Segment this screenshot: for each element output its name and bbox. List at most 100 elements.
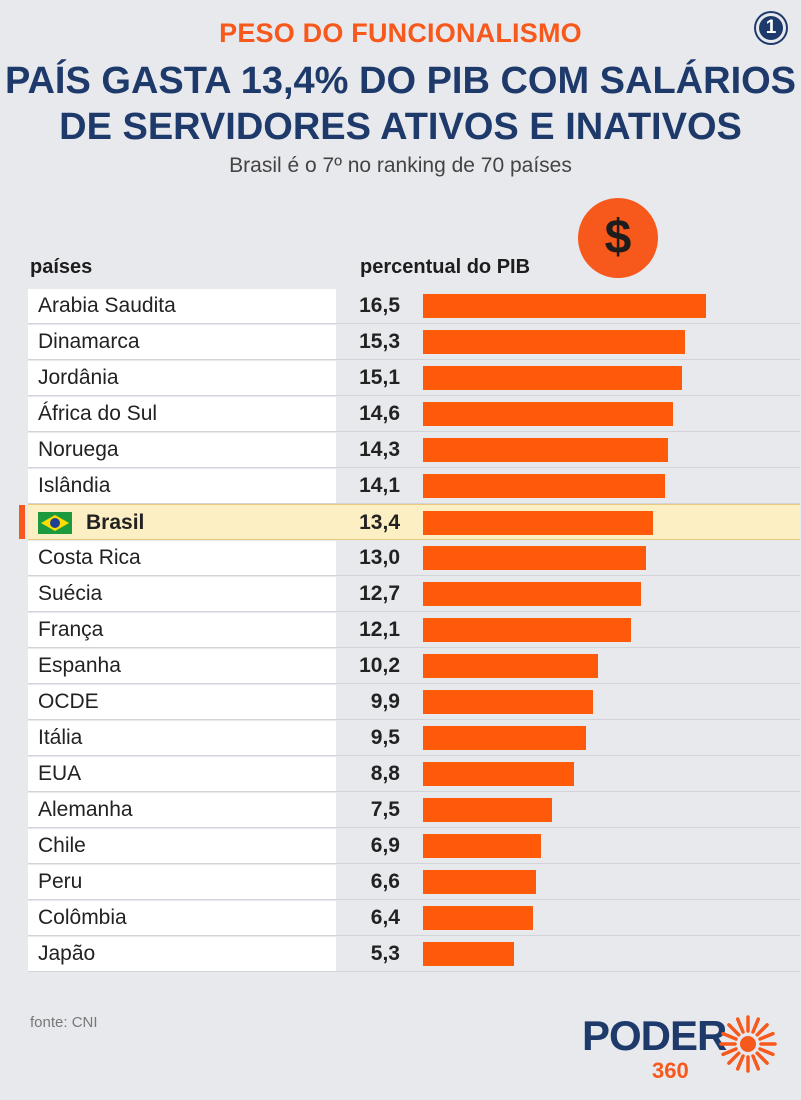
- bar: [423, 690, 593, 714]
- table-row: Chile 6,9: [28, 828, 800, 864]
- table-row: Alemanha 7,5: [28, 792, 800, 828]
- table-row: Peru 6,6: [28, 864, 800, 900]
- country-cell: [28, 721, 336, 755]
- country-label: OCDE: [38, 690, 99, 713]
- sun-ray: [735, 1054, 745, 1071]
- country-label: Itália: [38, 726, 83, 749]
- value-label: 13,4: [359, 511, 400, 534]
- row-divider: [28, 503, 800, 504]
- kicker: PESO DO FUNCIONALISMO: [219, 18, 582, 48]
- country-cell: [28, 325, 336, 359]
- row-divider: [28, 359, 800, 360]
- sun-ray: [755, 1051, 769, 1065]
- table-row: África do Sul 14,6: [28, 396, 800, 432]
- country-cell: [28, 865, 336, 899]
- country-cell: [28, 685, 336, 719]
- row-divider: [28, 755, 800, 756]
- value-label: 7,5: [370, 798, 400, 821]
- value-label: 12,1: [359, 618, 400, 641]
- sun-ray: [721, 1047, 738, 1057]
- country-cell: [28, 793, 336, 827]
- column-header-countries: países: [30, 256, 93, 278]
- row-divider: [28, 899, 800, 900]
- country-label: Brasil: [86, 511, 145, 534]
- poder360-logo: PODER 360: [582, 1008, 782, 1088]
- bar: [423, 654, 598, 678]
- country-cell: [28, 289, 336, 323]
- bar: [423, 762, 574, 786]
- value-label: 9,9: [370, 690, 400, 713]
- sun-ray: [727, 1051, 741, 1065]
- table-row: Espanha 10,2: [28, 648, 800, 684]
- highlight-marker: [19, 505, 25, 539]
- row-divider: [28, 863, 800, 864]
- bar: [423, 582, 641, 606]
- country-label: Noruega: [38, 438, 119, 461]
- source-note: fonte: CNI: [30, 1014, 98, 1031]
- value-label: 5,3: [370, 942, 400, 965]
- row-divider: [28, 719, 800, 720]
- bar: [423, 546, 646, 570]
- table-row: Japão 5,3: [28, 936, 800, 972]
- row-divider: [28, 611, 800, 612]
- bar: [423, 834, 541, 858]
- country-label: EUA: [38, 762, 82, 785]
- country-cell: [28, 541, 336, 575]
- sun-ray: [751, 1017, 761, 1034]
- row-divider: [28, 395, 800, 396]
- country-cell: [28, 506, 336, 540]
- page-number-badge: 1: [756, 13, 786, 43]
- country-cell: [28, 433, 336, 467]
- value-label: 13,0: [359, 546, 400, 569]
- title-line-1: PAÍS GASTA 13,4% DO PIB COM SALÁRIOS: [4, 60, 797, 102]
- brazil-flag-icon: [38, 512, 72, 534]
- table-row: EUA 8,8: [28, 756, 800, 792]
- row-divider: [28, 971, 800, 972]
- value-label: 6,6: [370, 870, 400, 893]
- value-label: 15,1: [359, 366, 400, 389]
- logo-word: PODER: [582, 1012, 727, 1059]
- sun-icon: [719, 1015, 777, 1073]
- sun-ray: [721, 1031, 738, 1041]
- table-row: Islândia 14,1: [28, 468, 800, 504]
- bar: [423, 511, 653, 535]
- bar: [423, 330, 685, 354]
- row-divider: [28, 827, 800, 828]
- bar: [423, 438, 668, 462]
- country-label: Chile: [38, 834, 86, 857]
- value-label: 14,6: [359, 402, 400, 425]
- country-cell: [28, 757, 336, 791]
- country-label: Espanha: [38, 654, 121, 677]
- bar: [423, 798, 552, 822]
- table-row: Costa Rica 13,0: [28, 540, 800, 576]
- row-divider: [28, 323, 800, 324]
- country-label: Peru: [38, 870, 83, 893]
- row-divider: [28, 431, 800, 432]
- country-label: Japão: [38, 942, 96, 965]
- country-label: Alemanha: [38, 798, 133, 821]
- table-row: Jordânia 15,1: [28, 360, 800, 396]
- table-row: Noruega 14,3: [28, 432, 800, 468]
- bar: [423, 618, 631, 642]
- value-label: 14,1: [359, 474, 400, 497]
- table-row: Arabia Saudita 16,5: [28, 288, 800, 324]
- country-label: Dinamarca: [38, 330, 140, 353]
- row-divider: [28, 647, 800, 648]
- value-label: 10,2: [359, 654, 400, 677]
- value-label: 6,4: [370, 906, 400, 929]
- title-line-2: DE SERVIDORES ATIVOS E INATIVOS: [59, 106, 742, 148]
- bar: [423, 906, 533, 930]
- country-cell: [28, 937, 336, 971]
- table-row: Suécia 12,7: [28, 576, 800, 612]
- table-row: Itália 9,5: [28, 720, 800, 756]
- country-label: Costa Rica: [38, 546, 141, 569]
- value-label: 14,3: [359, 438, 400, 461]
- sun-ray: [727, 1023, 741, 1037]
- sun-ray: [751, 1054, 761, 1071]
- sun-ray: [758, 1031, 775, 1041]
- sun-ray: [755, 1023, 769, 1037]
- table-row: OCDE 9,9: [28, 684, 800, 720]
- table-row: França 12,1: [28, 612, 800, 648]
- bar: [423, 726, 586, 750]
- table-row: Colômbia 6,4: [28, 900, 800, 936]
